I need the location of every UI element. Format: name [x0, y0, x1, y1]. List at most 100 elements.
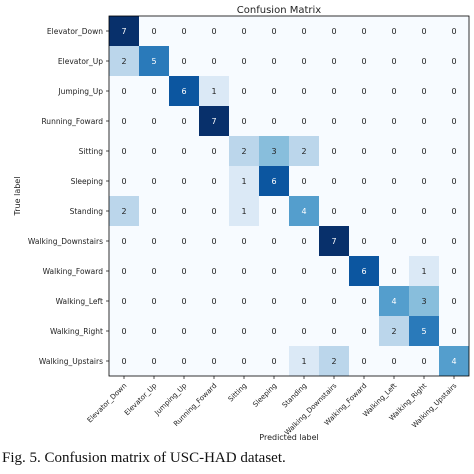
heatmap-cell — [439, 106, 469, 136]
heatmap-cell — [139, 166, 169, 196]
cell-value-label: 0 — [181, 297, 186, 306]
cell-value-label: 0 — [421, 177, 426, 186]
heatmap-cell — [289, 196, 319, 226]
heatmap-cell — [199, 166, 229, 196]
heatmap-cell — [439, 76, 469, 106]
heatmap-cell — [289, 286, 319, 316]
heatmap-cell — [439, 196, 469, 226]
cell-value-label: 0 — [271, 87, 276, 96]
heatmap-cell — [349, 76, 379, 106]
cell-value-label: 0 — [151, 207, 156, 216]
heatmap-cell — [409, 286, 439, 316]
heatmap-cell — [229, 166, 259, 196]
confusion-matrix-chart: Confusion Matrix 7 0 0 0 0 0 0 0 0 0 0 0 2 5 0 0 0 0 0 0 0 0 0… — [13, 5, 470, 442]
cell-value-label: 0 — [151, 87, 156, 96]
heatmap-cell — [379, 76, 409, 106]
y-tick-label: Sleeping — [71, 177, 104, 186]
cell-value-label: 2 — [241, 147, 246, 156]
heatmap-cell — [319, 76, 349, 106]
y-tick-label: Walking_Foward — [43, 267, 104, 276]
cell-value-label: 0 — [121, 267, 126, 276]
heatmap-cell — [259, 256, 289, 286]
y-tick-label: Running_Foward — [41, 117, 103, 126]
heatmap-cell — [139, 316, 169, 346]
heatmap-cell — [379, 346, 409, 376]
heatmap-cell — [169, 316, 199, 346]
cell-value-label: 0 — [211, 297, 216, 306]
cell-value-label: 5 — [421, 327, 426, 336]
heatmap-cell — [199, 196, 229, 226]
y-tick-label: Standing — [70, 207, 104, 216]
cell-value-label: 0 — [121, 117, 126, 126]
heatmap-cell — [229, 16, 259, 46]
cell-value-label: 0 — [241, 117, 246, 126]
heatmap-cell — [409, 16, 439, 46]
heatmap-cell — [319, 106, 349, 136]
heatmap-cell — [199, 136, 229, 166]
cell-value-label: 3 — [271, 147, 276, 156]
cell-value-label: 0 — [181, 357, 186, 366]
heatmap-cell — [349, 196, 379, 226]
heatmap-cell — [109, 316, 139, 346]
heatmap-cell — [409, 166, 439, 196]
heatmap-cell — [229, 196, 259, 226]
y-axis-label: True label — [13, 177, 22, 217]
cell-value-label: 6 — [181, 87, 186, 96]
cell-value-label: 1 — [211, 87, 216, 96]
cell-value-label: 0 — [331, 177, 336, 186]
cell-value-label: 0 — [211, 57, 216, 66]
heatmap-cell — [379, 16, 409, 46]
cell-value-label: 0 — [241, 57, 246, 66]
heatmap-cell — [169, 106, 199, 136]
cell-value-label: 0 — [151, 327, 156, 336]
cell-value-label: 0 — [241, 267, 246, 276]
heatmap-cell — [289, 346, 319, 376]
heatmap-cell — [169, 226, 199, 256]
cell-value-label: 1 — [241, 177, 246, 186]
cell-value-label: 0 — [121, 87, 126, 96]
cell-value-label: 0 — [301, 177, 306, 186]
cell-value-label: 2 — [121, 207, 126, 216]
heatmap-cell — [439, 166, 469, 196]
heatmap-cell — [109, 346, 139, 376]
cell-value-label: 0 — [451, 267, 456, 276]
heatmap-cell — [349, 316, 379, 346]
cell-value-label: 0 — [121, 327, 126, 336]
cell-value-label: 6 — [271, 177, 276, 186]
y-tick-label: Elevator_Up — [58, 57, 103, 66]
cell-value-label: 0 — [361, 327, 366, 336]
heatmap-cell — [229, 76, 259, 106]
cell-value-label: 0 — [211, 237, 216, 246]
cell-value-label: 0 — [391, 267, 396, 276]
cell-value-label: 0 — [421, 237, 426, 246]
heatmap-cell — [199, 286, 229, 316]
cell-value-label: 0 — [211, 267, 216, 276]
heatmap-cell — [169, 46, 199, 76]
heatmap-cell — [379, 256, 409, 286]
cell-value-label: 0 — [301, 117, 306, 126]
heatmap-cell — [229, 226, 259, 256]
heatmap-cell — [139, 46, 169, 76]
heatmap-cell — [259, 16, 289, 46]
cell-value-label: 0 — [211, 357, 216, 366]
cell-value-label: 0 — [271, 237, 276, 246]
cell-value-label: 0 — [211, 27, 216, 36]
heatmap-cell — [439, 346, 469, 376]
cell-value-label: 5 — [151, 57, 156, 66]
cell-value-label: 0 — [391, 177, 396, 186]
cell-value-label: 0 — [211, 177, 216, 186]
cell-value-label: 0 — [271, 297, 276, 306]
cell-value-label: 0 — [271, 57, 276, 66]
cell-value-label: 1 — [241, 207, 246, 216]
heatmap-cell — [289, 106, 319, 136]
cell-value-label: 0 — [451, 27, 456, 36]
y-tick-label: Walking_Downstairs — [28, 237, 103, 246]
cell-value-label: 0 — [301, 57, 306, 66]
cell-value-label: 0 — [181, 237, 186, 246]
cell-value-label: 0 — [211, 327, 216, 336]
cell-value-label: 0 — [301, 297, 306, 306]
cell-value-label: 0 — [451, 177, 456, 186]
cell-value-label: 0 — [361, 357, 366, 366]
heatmap-cell — [229, 256, 259, 286]
x-axis-label: Predicted label — [259, 433, 318, 442]
